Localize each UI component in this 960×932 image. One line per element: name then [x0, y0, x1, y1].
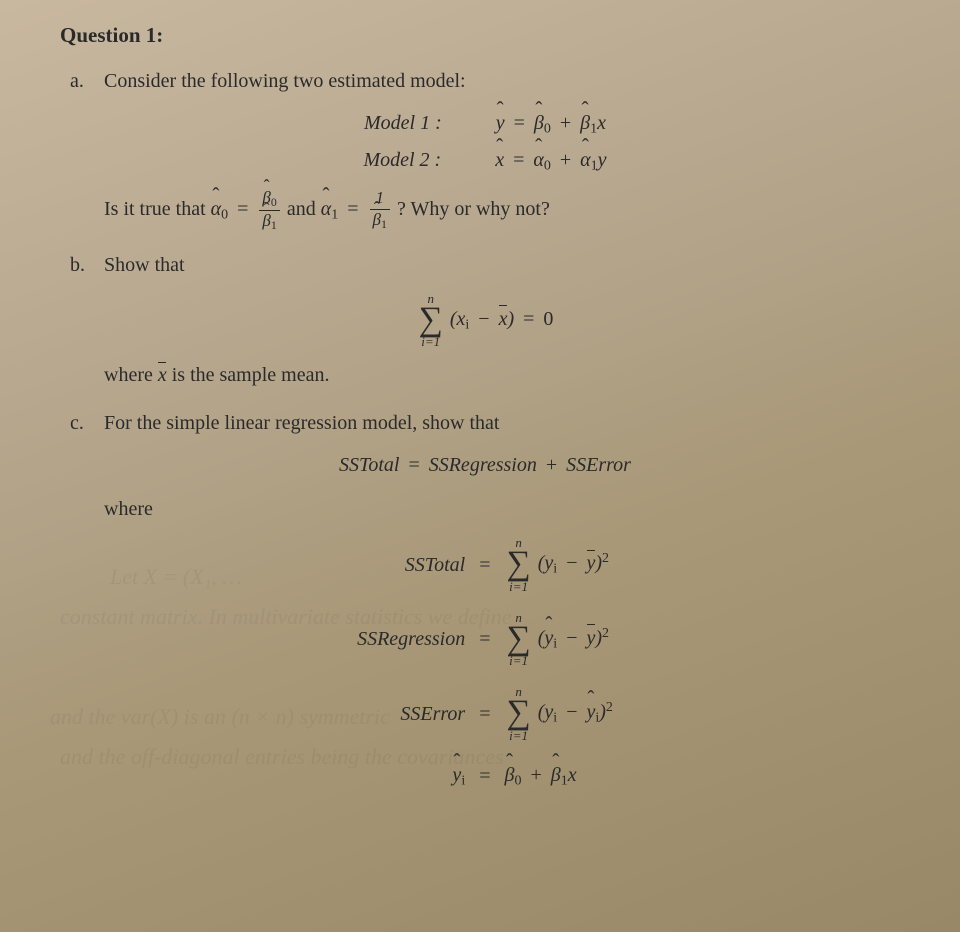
- yhat-rhs: β0 + β1x: [504, 760, 612, 792]
- part-c-label: c.: [70, 408, 104, 438]
- yhat-lhs: yi: [357, 760, 465, 792]
- part-c-main-equation: SSTotal = SSRegression + SSError: [60, 450, 910, 480]
- part-c: c. For the simple linear regression mode…: [70, 408, 910, 438]
- ghost-text: and the var(X) is an (n × n) symmetric: [50, 700, 390, 733]
- part-b-closing: where x is the sample mean.: [104, 360, 910, 390]
- model1-equation: y = β0 + β1x: [496, 108, 606, 140]
- part-a-models: Model 1 : y = β0 + β1x Model 2 : x = α0 …: [60, 108, 910, 177]
- ssreg-lhs: SSRegression: [357, 624, 465, 654]
- model2-label: Model 2 :: [363, 145, 455, 177]
- part-a-question: Is it true that α0 = β0 β1 and α1 = 1 β1…: [104, 189, 910, 232]
- part-a-label: a.: [70, 66, 104, 96]
- part-b-equation: n ∑ i=1 (xi − x) = 0: [60, 292, 910, 349]
- page: Let X = (X₁, … constant matrix. In multi…: [0, 0, 960, 812]
- sstotal-rhs: n ∑ i=1 (yi − y)2: [504, 536, 612, 593]
- part-b: b. Show that: [70, 250, 910, 280]
- part-c-definitions: SSTotal = n ∑ i=1 (yi − y)2 SSRegression…: [357, 536, 613, 791]
- part-c-text: For the simple linear regression model, …: [104, 408, 910, 438]
- part-b-label: b.: [70, 250, 104, 280]
- sstotal-lhs: SSTotal: [357, 550, 465, 580]
- part-c-where: where: [104, 494, 910, 524]
- part-a: a. Consider the following two estimated …: [70, 66, 910, 96]
- model1-label: Model 1 :: [364, 108, 456, 140]
- question-heading: Question 1:: [60, 20, 910, 52]
- part-b-text: Show that: [104, 250, 910, 280]
- ghost-text: Let X = (X₁, …: [110, 560, 242, 593]
- ssreg-rhs: n ∑ i=1 (yi − y)2: [504, 611, 612, 668]
- sserr-lhs: SSError: [357, 699, 465, 729]
- sserr-rhs: n ∑ i=1 (yi − yi)2: [504, 685, 612, 742]
- part-a-text: Consider the following two estimated mod…: [104, 66, 910, 96]
- model2-equation: x = α0 + α1y: [495, 145, 606, 177]
